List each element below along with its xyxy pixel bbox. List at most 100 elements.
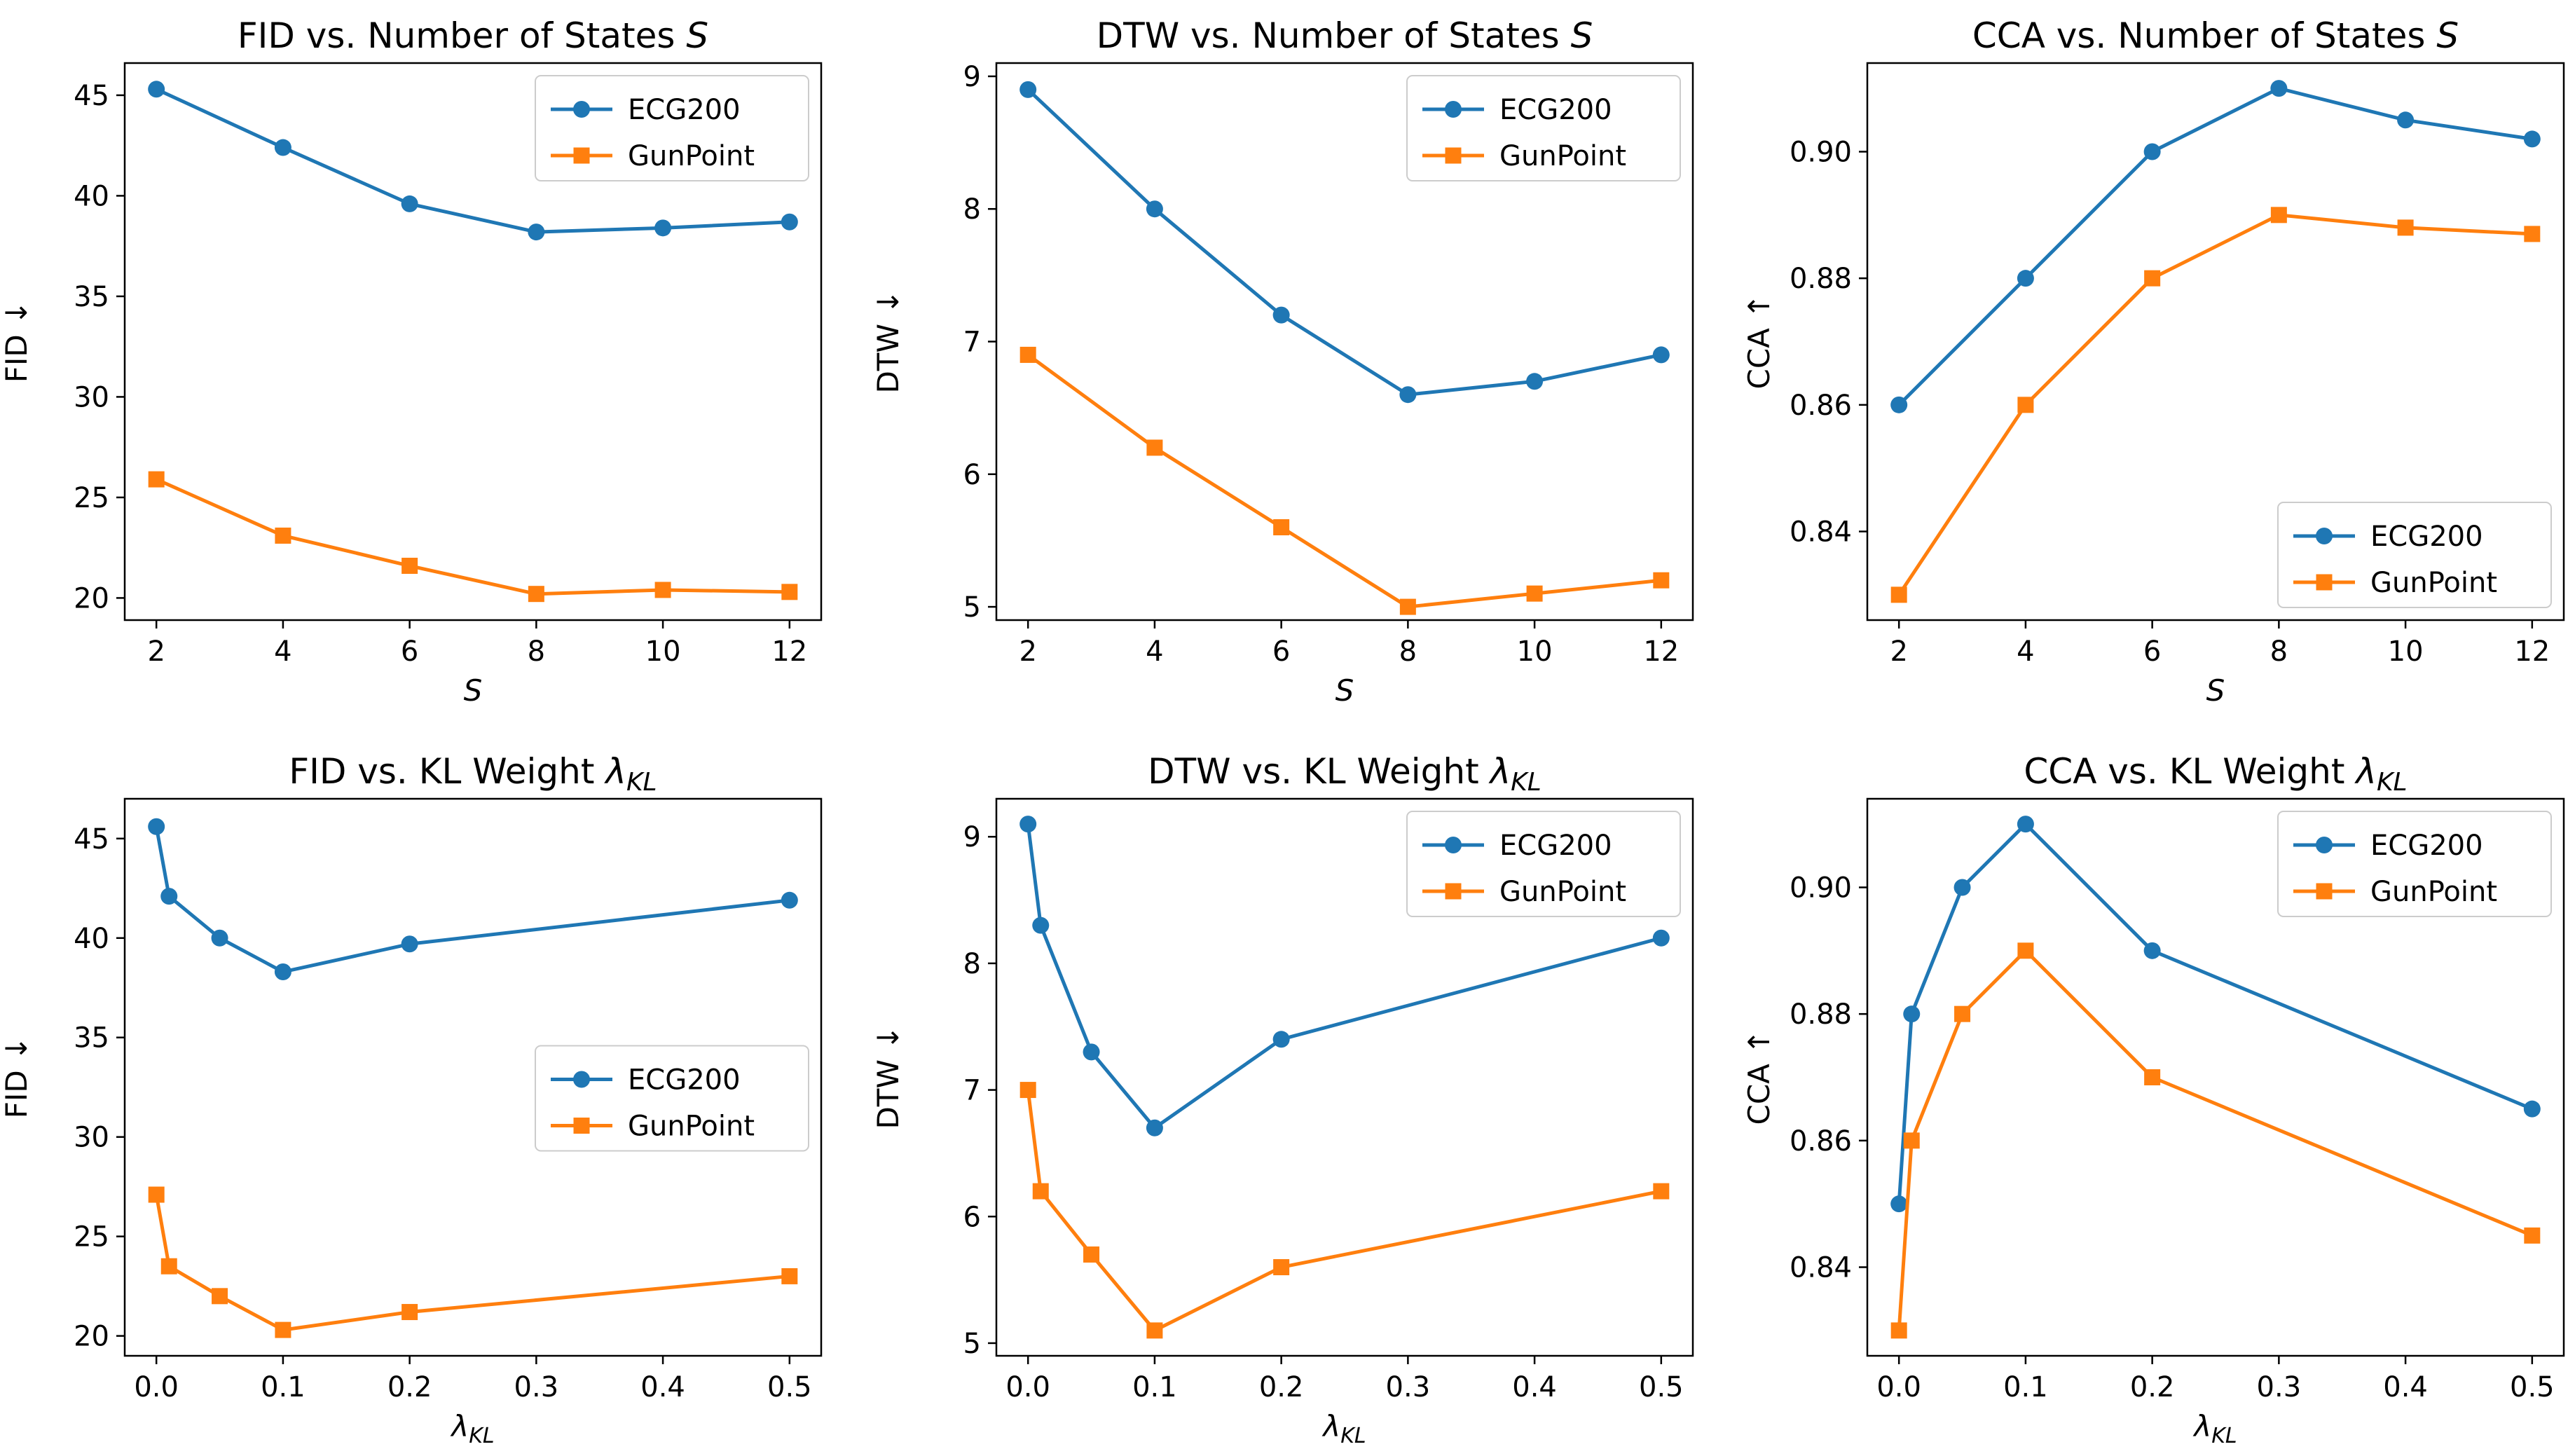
y-tick-label: 0.90 [1790, 872, 1852, 904]
data-point-ecg200 [1890, 396, 1908, 413]
series-ecg200 [1019, 81, 1670, 404]
y-axis-label: CCA ↑ [1742, 1030, 1776, 1125]
data-point-ecg200 [781, 891, 798, 909]
y-tick-label: 6 [963, 459, 981, 491]
y-axis-label: DTW ↓ [871, 1025, 905, 1129]
data-point-ecg200 [781, 213, 798, 231]
x-tick-label: 0.5 [1639, 1371, 1684, 1403]
data-point-ecg200 [2270, 80, 2288, 97]
data-point-ecg200 [2017, 816, 2034, 833]
data-point-gunpoint [2270, 207, 2287, 224]
data-point-gunpoint [275, 527, 291, 544]
legend-marker-ecg200 [573, 1071, 590, 1088]
y-tick-label: 8 [963, 948, 981, 980]
legend: ECG200 GunPoint [535, 1045, 809, 1152]
data-point-ecg200 [1019, 816, 1037, 833]
y-tick-label: 6 [963, 1201, 981, 1233]
x-tick-label: 0.3 [514, 1371, 559, 1403]
series-ecg200 [1019, 816, 1670, 1136]
x-tick-label: 0.4 [640, 1371, 685, 1403]
y-axis-label: CCA ↑ [1742, 294, 1776, 390]
data-point-ecg200 [274, 963, 291, 981]
legend-label-ecg200: ECG200 [628, 1064, 741, 1097]
legend-label-gunpoint: GunPoint [628, 140, 755, 172]
data-point-gunpoint [1083, 1246, 1100, 1263]
data-point-gunpoint [148, 471, 165, 488]
chart-panel-5: DTW vs. KL Weight λKL 0.0 0.1 0.2 0.3 0.4 0.5 5… [871, 751, 1694, 1448]
y-tick-label: 20 [74, 1321, 109, 1353]
x-tick-label: 10 [645, 636, 681, 668]
data-point-ecg200 [1652, 346, 1670, 364]
data-point-ecg200 [401, 195, 418, 212]
series-line [1026, 353, 1662, 609]
data-point-gunpoint [2524, 226, 2541, 242]
y-tick-label: 0.86 [1790, 1125, 1852, 1158]
x-tick-label: 0.2 [387, 1371, 432, 1403]
series-line [156, 477, 790, 596]
data-point-gunpoint [1954, 1005, 1971, 1022]
x-axis-label: S [2206, 673, 2225, 708]
x-axis-label: λKL [1321, 1409, 1366, 1448]
series-line [1897, 86, 2533, 406]
legend-marker-ecg200 [1445, 101, 1462, 118]
y-tick-label: 0.88 [1790, 263, 1852, 295]
y-tick-label: 45 [74, 823, 109, 856]
data-point-ecg200 [2523, 1100, 2541, 1118]
x-tick-label: 0.4 [2383, 1371, 2428, 1403]
x-axis-label: S [1335, 673, 1354, 708]
x-tick-label: 0.0 [1876, 1371, 1921, 1403]
legend-label-ecg200: ECG200 [1499, 830, 1612, 862]
x-tick-label: 4 [2017, 636, 2034, 668]
chart-panel-4: FID vs. KL Weight λKL 0.0 0.1 0.2 0.3 0.4 0.5 2… [0, 751, 823, 1448]
x-tick-label: 0.2 [2130, 1371, 2175, 1403]
x-tick-label: 0.1 [1132, 1371, 1177, 1403]
y-tick-label: 7 [963, 327, 981, 359]
data-point-ecg200 [1272, 306, 1290, 324]
data-point-gunpoint [1273, 1259, 1290, 1276]
y-tick-label: 40 [74, 180, 109, 212]
legend-label-gunpoint: GunPoint [628, 1111, 755, 1143]
series-ecg200 [1890, 80, 2541, 413]
data-point-gunpoint [1890, 586, 1907, 603]
data-point-gunpoint [2017, 397, 2034, 413]
series-line [1026, 88, 1662, 397]
data-point-gunpoint [2524, 1227, 2541, 1244]
legend-label-gunpoint: GunPoint [1499, 876, 1626, 908]
series-ecg200 [148, 81, 798, 241]
chart-panel-1: FID vs. Number of States S 2 4 6 8 10 12 20 25 30… [0, 15, 823, 708]
series-line [154, 1194, 790, 1332]
series-ecg200 [1890, 816, 2541, 1213]
data-point-ecg200 [1903, 1005, 1921, 1023]
data-point-ecg200 [2143, 143, 2161, 160]
data-point-ecg200 [148, 818, 165, 835]
data-point-ecg200 [1272, 1031, 1290, 1048]
data-point-ecg200 [1399, 386, 1417, 404]
data-point-ecg200 [528, 224, 545, 241]
legend-marker-ecg200 [1445, 837, 1462, 853]
y-tick-label: 5 [963, 591, 981, 624]
series-gunpoint [148, 1186, 798, 1338]
x-tick-label: 0.5 [767, 1371, 812, 1403]
data-point-ecg200 [654, 219, 672, 237]
series-line [1026, 823, 1662, 1130]
data-point-gunpoint [2017, 942, 2034, 959]
data-point-gunpoint [1399, 598, 1416, 615]
legend: ECG200 GunPoint [2277, 502, 2552, 608]
y-axis-label: FID ↓ [0, 301, 34, 383]
x-axis-label: S [464, 673, 483, 708]
legend-label-ecg200: ECG200 [2370, 830, 2483, 862]
legend: ECG200 GunPoint [2277, 811, 2552, 917]
x-tick-label: 0.3 [1386, 1371, 1431, 1403]
chart-panel-3: CCA vs. Number of States S 2 4 6 8 10 12 0.84 0.… [1742, 15, 2565, 708]
data-point-ecg200 [1526, 373, 1544, 390]
data-point-ecg200 [274, 139, 291, 156]
y-tick-label: 30 [74, 1122, 109, 1154]
series-gunpoint [1890, 942, 2541, 1339]
y-axis-label: DTW ↓ [871, 289, 905, 393]
x-tick-label: 6 [2143, 636, 2161, 668]
legend-marker-gunpoint [1445, 147, 1462, 164]
y-tick-label: 0.90 [1790, 136, 1852, 168]
x-tick-label: 0.1 [2003, 1371, 2048, 1403]
legend-marker-ecg200 [2316, 528, 2333, 544]
x-tick-label: 0.3 [2257, 1371, 2302, 1403]
